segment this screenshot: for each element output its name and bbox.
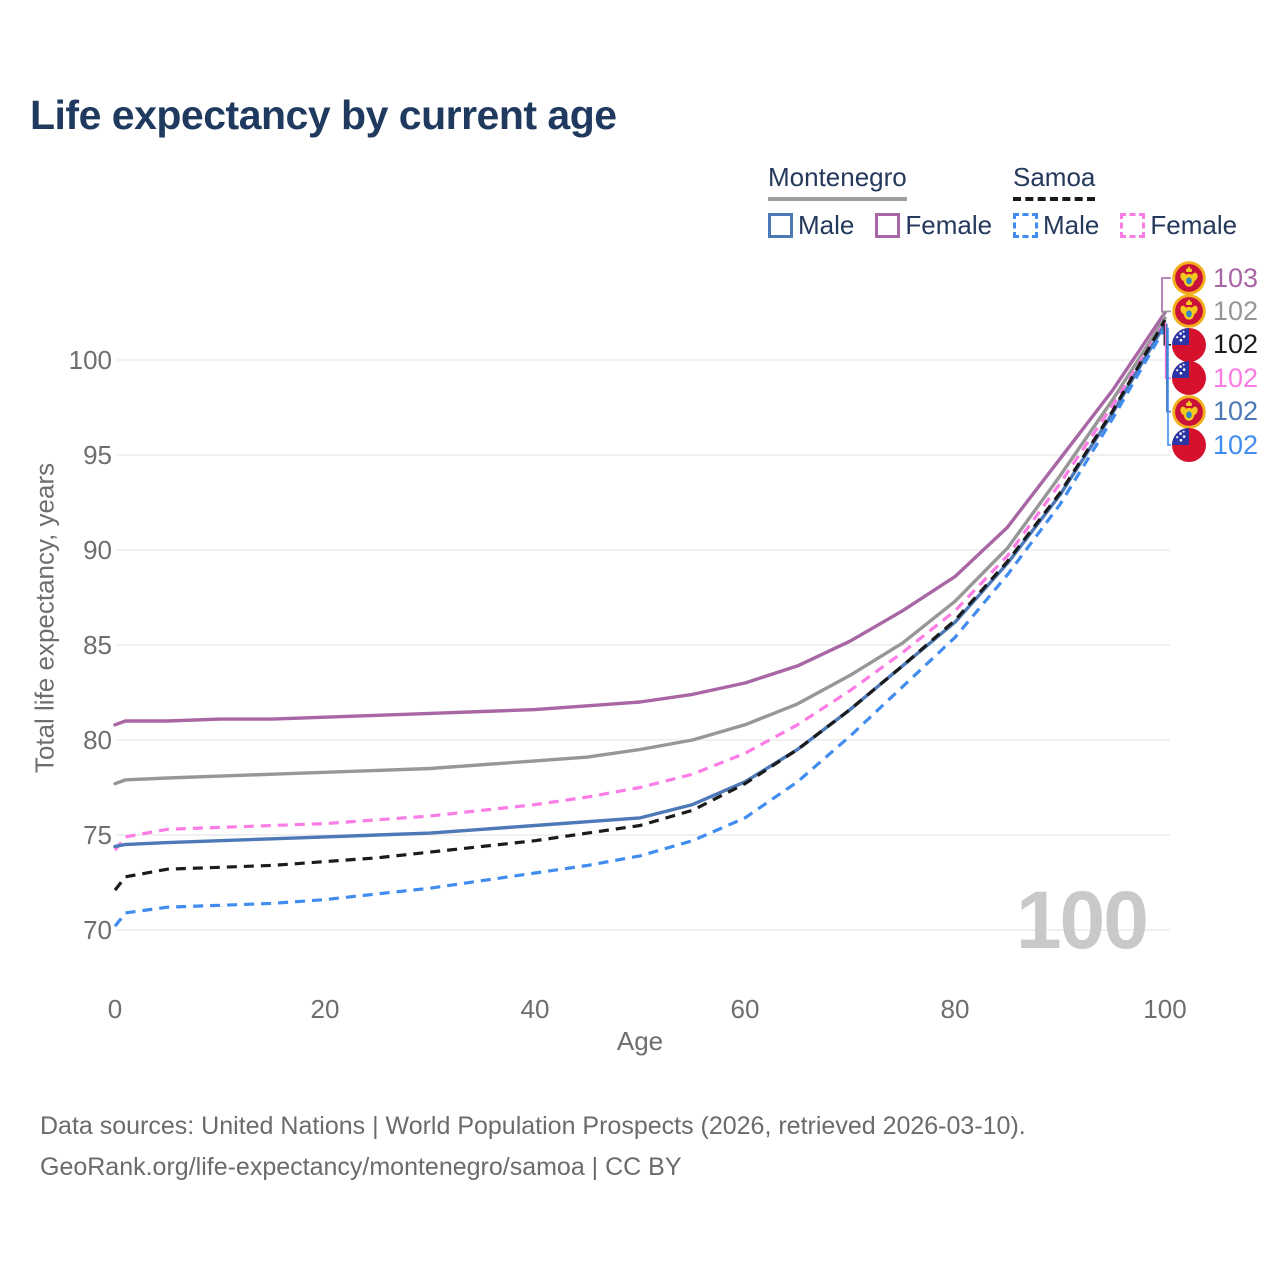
- legend-item-montenegro-female[interactable]: Female: [875, 210, 992, 241]
- legend-item-montenegro-male[interactable]: Male: [768, 210, 854, 241]
- series-line-montenegro-female: [113, 310, 1167, 727]
- page-title: Life expectancy by current age: [30, 92, 617, 138]
- legend-item-label: Male: [798, 210, 855, 240]
- legend-item-label: Female: [1150, 210, 1238, 240]
- legend-country-samoa[interactable]: Samoa: [1013, 162, 1096, 201]
- end-label-leader: [1161, 277, 1171, 313]
- series-line-samoa-male: [113, 326, 1167, 928]
- samoa-female-swatch-icon: [1120, 213, 1146, 238]
- footer: Data sources: United Nations | World Pop…: [40, 1106, 1026, 1188]
- series-line-samoa: [113, 319, 1167, 892]
- end-label-leader: [1164, 322, 1171, 379]
- end-label-leader: [1167, 327, 1171, 446]
- series-line-montenegro-male: [113, 322, 1167, 849]
- legend-item-samoa-male[interactable]: Male: [1013, 210, 1099, 241]
- footer-citation: GeoRank.org/life-expectancy/montenegro/s…: [40, 1153, 682, 1181]
- legend-item-samoa-female[interactable]: Female: [1120, 210, 1237, 241]
- legend-item-label: Male: [1043, 210, 1100, 240]
- end-label-leader: [1162, 310, 1171, 319]
- end-label-leader: [1166, 323, 1171, 413]
- legend-country-montenegro[interactable]: Montenegro: [768, 162, 907, 201]
- montenegro-female-swatch-icon: [875, 213, 901, 238]
- series-line-samoa-female: [113, 321, 1167, 852]
- legend-group-montenegro: Montenegro Male Female: [768, 162, 992, 241]
- legend-item-label: Female: [905, 210, 993, 240]
- montenegro-male-swatch-icon: [768, 213, 793, 238]
- legend-group-samoa: Samoa Male Female: [1013, 162, 1237, 241]
- samoa-male-swatch-icon: [1013, 213, 1038, 238]
- series-line-montenegro: [113, 316, 1167, 786]
- age-watermark: 100: [1016, 875, 1149, 966]
- x-axis-title: Age: [616, 1026, 664, 1056]
- footer-sources: Data sources: United Nations | World Pop…: [40, 1112, 1026, 1140]
- y-axis-title: Total life expectancy, years: [29, 462, 60, 774]
